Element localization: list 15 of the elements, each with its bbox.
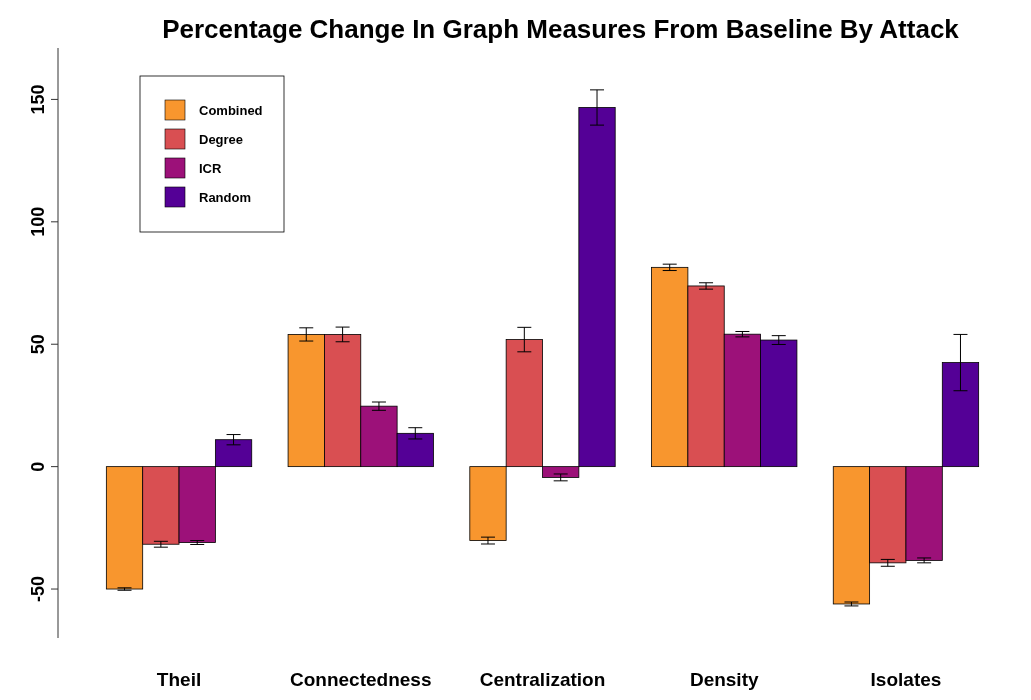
y-tick-label: 50 [28,334,48,355]
legend-label: Degree [199,132,244,147]
legend-label: ICR [199,161,222,176]
y-tick-label: 150 [28,84,48,115]
x-tick-label: Theil [156,669,202,690]
x-tick-label: Centralization [479,669,606,690]
y-tick-label: -50 [28,576,48,603]
x-tick-label: Connectedness [290,669,432,690]
x-tick-label: Isolates [870,669,942,690]
chart-title: Percentage Change In Graph Measures From Baseline By Attack [162,14,960,44]
y-tick-label: 0 [28,461,48,472]
y-tick-label: 100 [28,206,48,237]
x-tick-label: Density [689,669,759,690]
legend-label: Combined [199,103,263,118]
legend-label: Random [199,190,251,205]
